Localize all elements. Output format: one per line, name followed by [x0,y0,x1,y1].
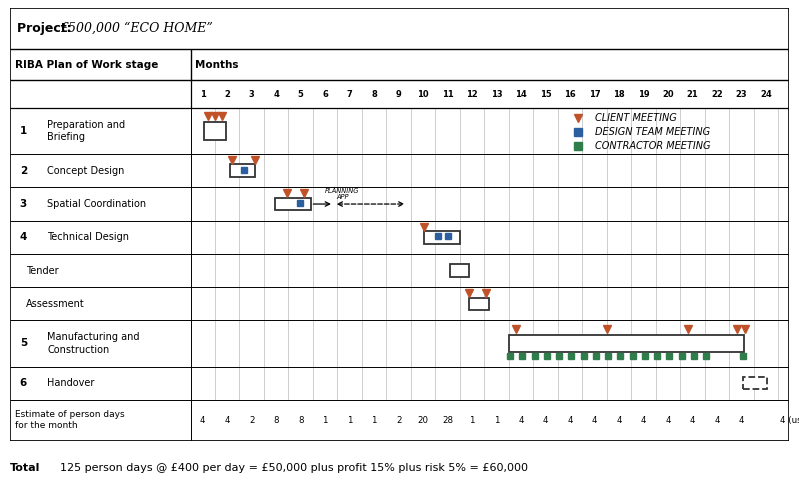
Text: 5: 5 [298,90,304,98]
Text: 4: 4 [666,416,671,425]
Text: 8: 8 [273,416,279,425]
Text: 4: 4 [714,416,720,425]
Text: 1: 1 [200,90,205,98]
Text: 16: 16 [564,90,576,98]
Text: 17: 17 [589,90,601,98]
Text: 4: 4 [543,416,548,425]
Text: 2: 2 [249,416,255,425]
Text: 4 (use): 4 (use) [780,416,799,425]
Text: 12: 12 [467,90,478,98]
Text: Concept Design: Concept Design [47,166,125,176]
Text: 1: 1 [494,416,499,425]
Text: 4: 4 [200,416,205,425]
Text: 18: 18 [614,90,625,98]
Text: 4: 4 [567,416,573,425]
Bar [743,377,767,390]
Text: 8: 8 [372,90,377,98]
Text: 15: 15 [540,90,551,98]
Text: 6: 6 [20,378,27,388]
Text: Estimate of person days
for the month: Estimate of person days for the month [15,410,125,431]
Text: Technical Design: Technical Design [47,232,129,243]
Text: CLIENT MEETING: CLIENT MEETING [594,113,677,123]
Text: 1: 1 [470,416,475,425]
Text: Handover: Handover [47,378,94,388]
Text: 9: 9 [396,90,402,98]
Text: 20: 20 [662,90,674,98]
Bar [229,165,256,177]
Text: Tender: Tender [26,265,58,276]
Text: 24: 24 [761,90,772,98]
Text: 8: 8 [298,416,304,425]
Text: 28: 28 [442,416,453,425]
Text: 5: 5 [20,338,27,349]
Bar [509,335,744,352]
Text: 2: 2 [396,416,401,425]
Text: 10: 10 [417,90,429,98]
Text: 13: 13 [491,90,503,98]
Text: 11: 11 [442,90,454,98]
Text: 3: 3 [20,199,27,209]
Text: 1: 1 [347,416,352,425]
Text: 4: 4 [592,416,598,425]
Text: 4: 4 [273,90,279,98]
Text: 2: 2 [20,166,27,176]
Text: 4: 4 [20,232,27,243]
Bar [204,122,226,140]
Text: 22: 22 [711,90,723,98]
Text: 1: 1 [323,416,328,425]
Text: DESIGN TEAM MEETING: DESIGN TEAM MEETING [594,127,710,137]
Text: 19: 19 [638,90,650,98]
Bar [450,264,468,277]
Text: 4: 4 [225,416,230,425]
Text: 6: 6 [322,90,328,98]
Text: 125 person days @ £400 per day = £50,000 plus profit 15% plus risk 5% = £60,000: 125 person days @ £400 per day = £50,000… [46,464,527,473]
Text: 1: 1 [20,126,27,136]
Text: 4: 4 [616,416,622,425]
Text: 7: 7 [347,90,352,98]
Bar [275,198,311,210]
Text: Project:: Project: [18,22,77,35]
Text: Months: Months [195,59,239,70]
Text: Assessment: Assessment [26,299,85,309]
Text: 4: 4 [641,416,646,425]
Text: Total: Total [10,464,40,473]
Bar [424,231,460,244]
Text: RIBA Plan of Work stage: RIBA Plan of Work stage [15,59,158,70]
Text: 2: 2 [225,90,230,98]
Text: 3: 3 [248,90,255,98]
Text: 20: 20 [418,416,429,425]
Text: 4: 4 [690,416,695,425]
Bar [468,298,489,310]
Text: Manufacturing and
Construction: Manufacturing and Construction [47,332,140,355]
Text: 4: 4 [519,416,524,425]
Text: 4: 4 [739,416,745,425]
Text: 23: 23 [736,90,747,98]
Text: 1: 1 [372,416,377,425]
Text: Preparation and
Briefing: Preparation and Briefing [47,120,125,142]
Text: 21: 21 [687,90,698,98]
Text: PLANNING
APP: PLANNING APP [325,187,360,200]
Text: Spatial Coordination: Spatial Coordination [47,199,146,209]
Text: 14: 14 [515,90,527,98]
Text: CONTRACTOR MEETING: CONTRACTOR MEETING [594,141,710,151]
Text: £500,000 “ECO HOME”: £500,000 “ECO HOME” [60,22,213,35]
